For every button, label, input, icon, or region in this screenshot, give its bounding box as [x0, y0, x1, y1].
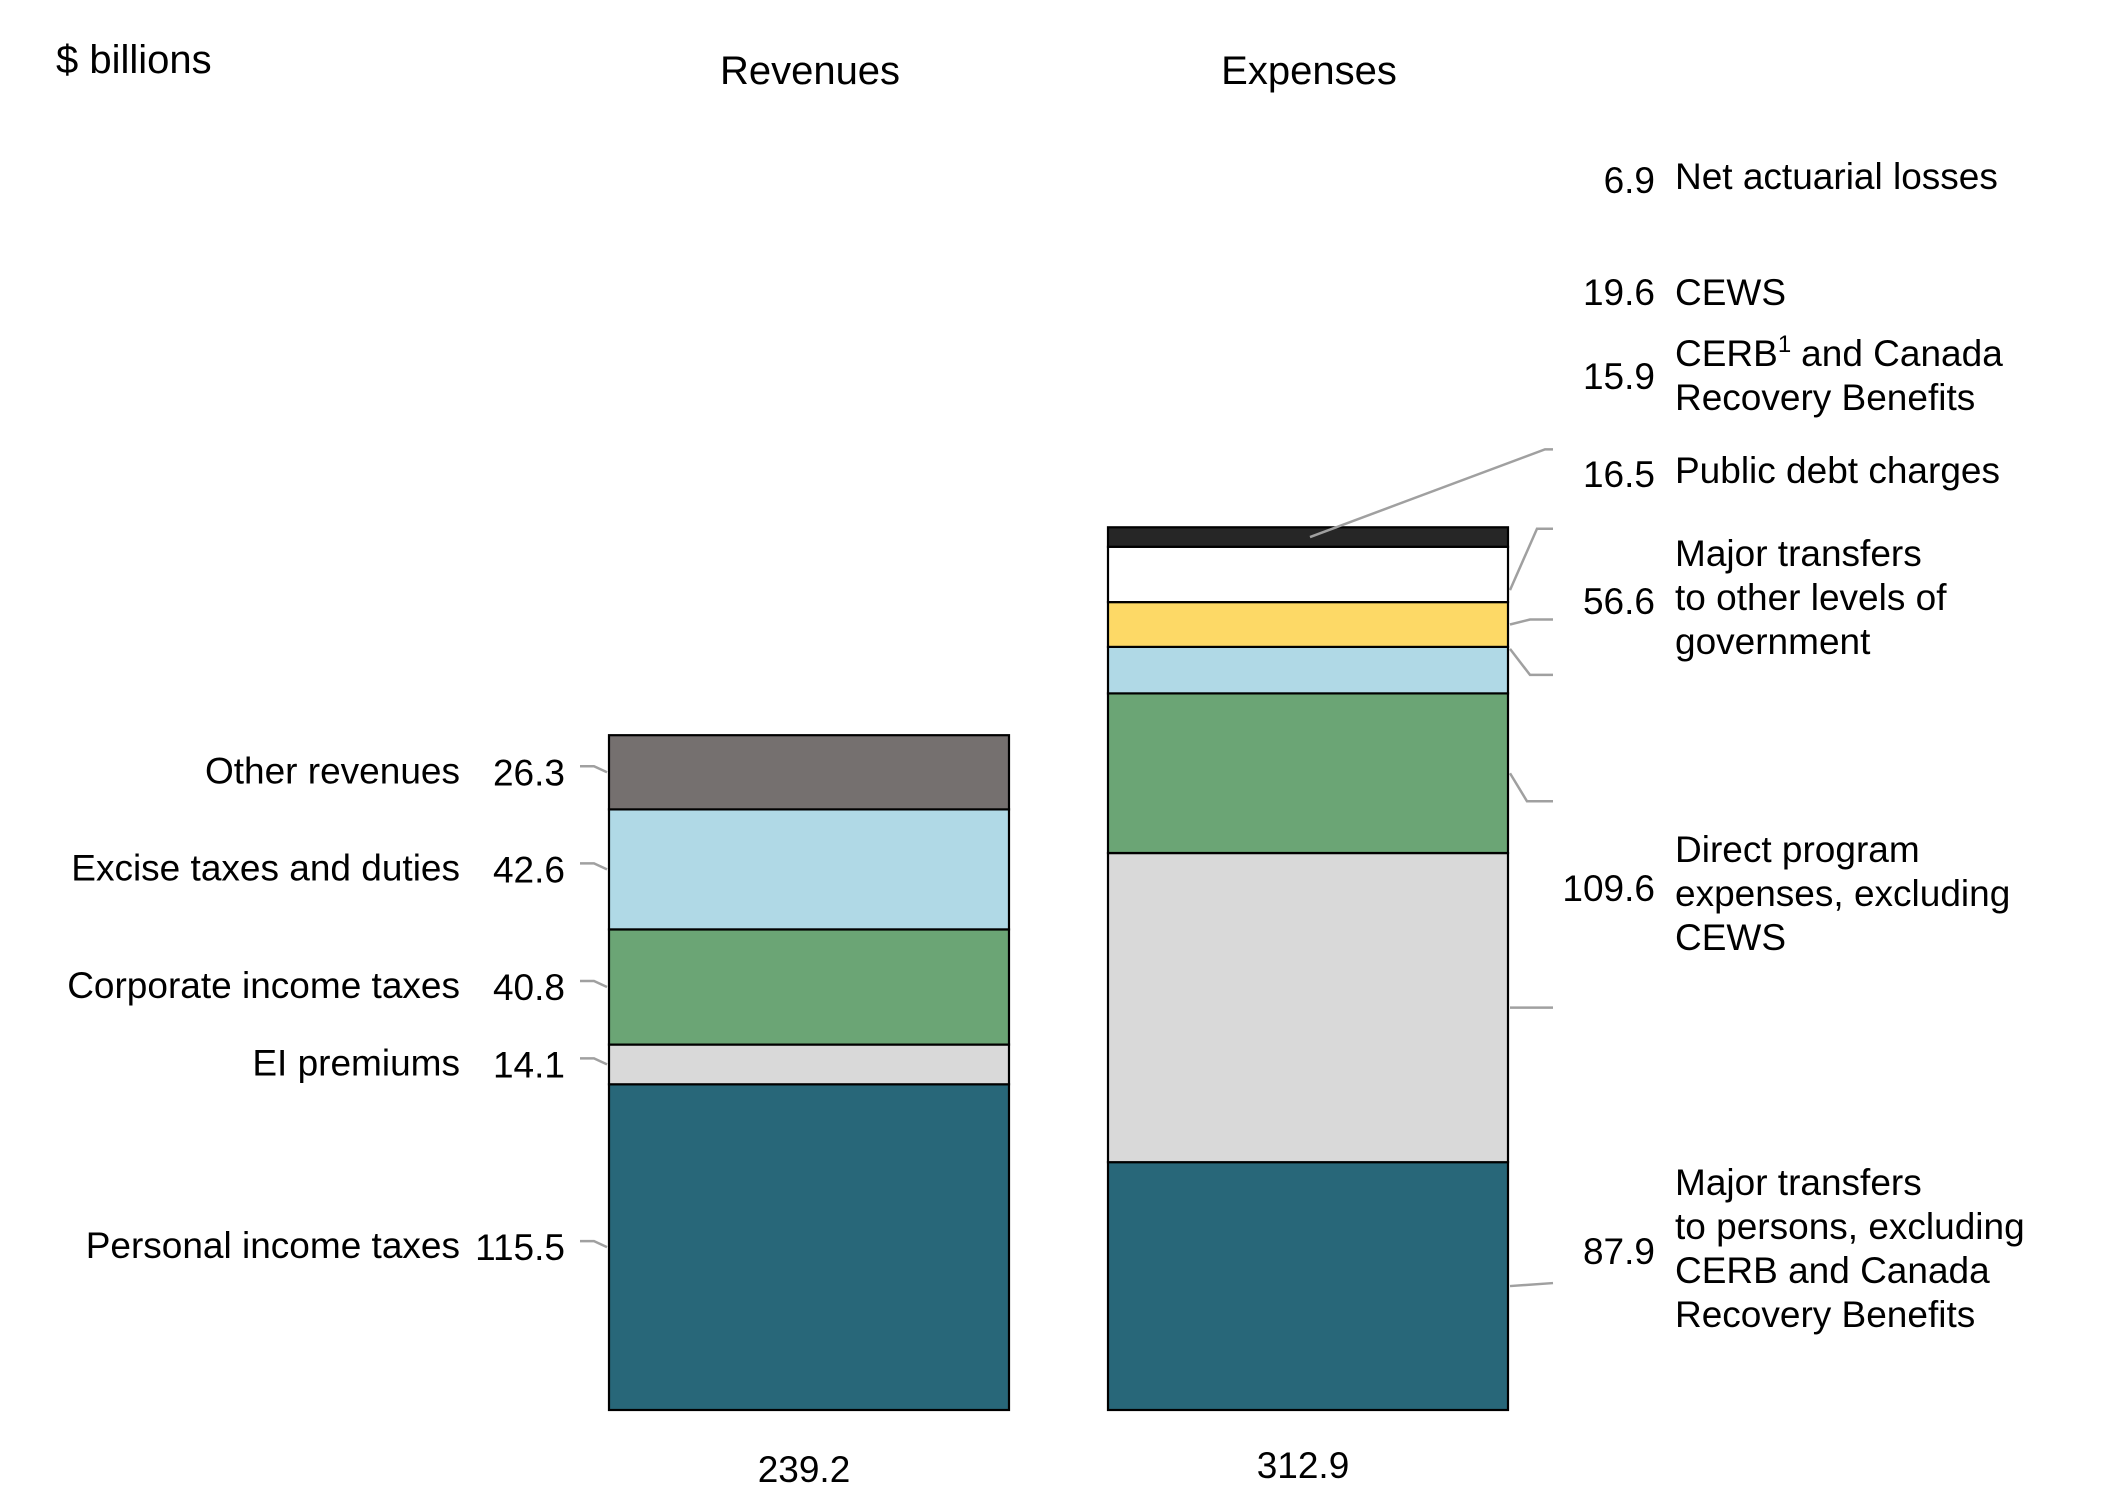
category-label: Recovery Benefits — [1675, 1294, 1975, 1335]
value-label: 19.6 — [1583, 272, 1655, 313]
category-label: Personal income taxes — [86, 1225, 460, 1266]
bar-segment — [1106, 600, 1510, 648]
leader-line — [1509, 648, 1553, 677]
leader-line — [580, 765, 608, 774]
value-label: 6.9 — [1604, 160, 1655, 201]
leader-line — [580, 862, 608, 871]
leader-line — [1509, 618, 1553, 626]
value-label: 109.6 — [1562, 868, 1655, 909]
total-label-expenses: 312.9 — [1257, 1445, 1350, 1486]
bar-segment — [607, 808, 1011, 931]
value-label: 14.1 — [493, 1044, 565, 1085]
category-label: to persons, excluding — [1675, 1206, 2025, 1247]
units-label: $ billions — [56, 38, 212, 82]
category-label: Public debt charges — [1675, 450, 2000, 491]
leader-line — [1508, 772, 1553, 803]
total-label-revenues: 239.2 — [758, 1449, 851, 1490]
bar-segment — [607, 928, 1011, 1046]
category-label: Recovery Benefits — [1675, 377, 1975, 418]
bar-segment — [607, 734, 1011, 811]
category-label-part: CERB — [1675, 333, 1778, 374]
footnote-superscript: 1 — [1778, 331, 1791, 358]
value-label: 115.5 — [475, 1227, 565, 1268]
value-label: 87.9 — [1583, 1231, 1655, 1272]
category-label: Other revenues — [205, 750, 460, 791]
leader-line — [580, 979, 608, 989]
bar-segment — [1106, 545, 1510, 604]
leader-line — [580, 1057, 608, 1066]
bar-segment — [607, 1083, 1011, 1412]
bar-segment — [1106, 851, 1510, 1164]
category-label: Direct program — [1675, 829, 1920, 870]
value-label: 56.6 — [1583, 581, 1655, 622]
category-label: Corporate income taxes — [67, 965, 460, 1006]
category-label: expenses, excluding — [1675, 873, 2010, 914]
bar-segment — [1106, 692, 1510, 855]
value-label: 16.5 — [1583, 454, 1655, 495]
category-label: Net actuarial losses — [1675, 156, 1998, 197]
value-label: 26.3 — [493, 752, 565, 793]
category-label: Excise taxes and duties — [71, 847, 460, 888]
leader-line — [580, 1239, 608, 1249]
leader-line — [1309, 448, 1553, 539]
bar-segment — [1106, 645, 1510, 695]
leader-line — [1509, 1281, 1554, 1288]
category-label: Major transfers — [1675, 533, 1922, 574]
category-label: CEWS — [1675, 272, 1786, 313]
value-label: 40.8 — [493, 967, 565, 1008]
category-label: CERB and Canada — [1675, 1250, 1990, 1291]
value-label: 42.6 — [493, 849, 565, 890]
bar-segment — [1106, 526, 1510, 548]
category-label: EI premiums — [252, 1042, 460, 1083]
category-label: CEWS — [1675, 917, 1786, 958]
category-label: to other levels of — [1675, 577, 1947, 618]
leader-line — [1508, 527, 1553, 591]
column-title-revenues: Revenues — [720, 49, 900, 93]
category-label: government — [1675, 621, 1871, 662]
category-label-part: and Canada — [1801, 333, 2003, 374]
category-label: CERB1 and Canada — [1675, 331, 2003, 374]
bar-segment — [607, 1043, 1011, 1086]
value-label: 15.9 — [1583, 356, 1655, 397]
category-label: Major transfers — [1675, 1162, 1922, 1203]
bar-segment — [1106, 1160, 1510, 1412]
column-title-expenses: Expenses — [1221, 49, 1397, 93]
